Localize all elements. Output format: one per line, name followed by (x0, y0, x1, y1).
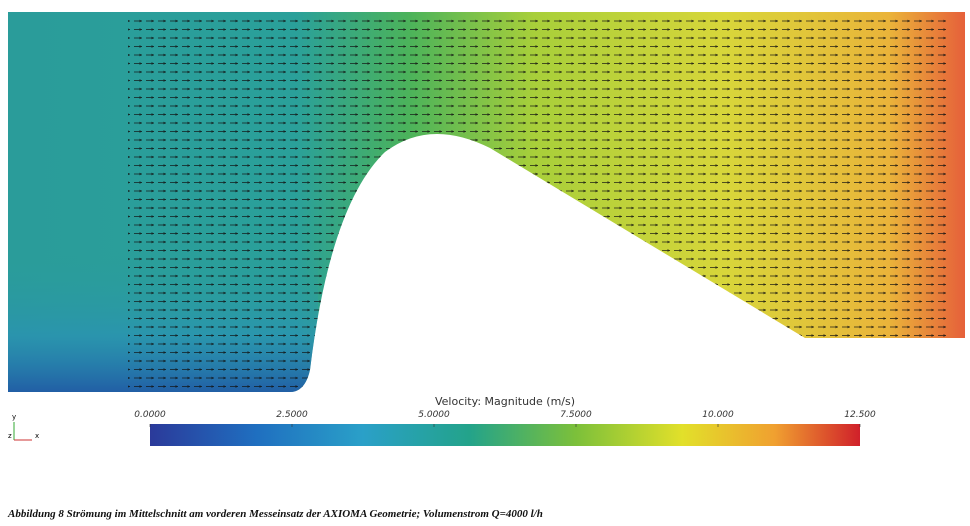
caption: Abbildung 8 Strömung im Mittelschnitt am… (7, 508, 543, 520)
flow-field (8, 12, 965, 392)
colorbar-tick-label: 7.5000 (560, 410, 592, 420)
colorbar-tick-label: 12.500 (844, 410, 876, 420)
axis-label: y (12, 413, 16, 421)
colorbar-title: Velocity: Magnitude (m/s) (435, 395, 575, 408)
colorbar-tick-label: 5.0000 (418, 410, 450, 420)
axis-label: x (35, 432, 39, 440)
axes-triad: y z x (8, 413, 39, 441)
colorbar-tick-label: 2.5000 (276, 410, 308, 420)
axis-label: z (8, 432, 12, 440)
colorbar (150, 424, 860, 446)
colorbar-tick-label: 10.000 (702, 410, 734, 420)
colorbar-tick-label: 0.0000 (134, 410, 166, 420)
